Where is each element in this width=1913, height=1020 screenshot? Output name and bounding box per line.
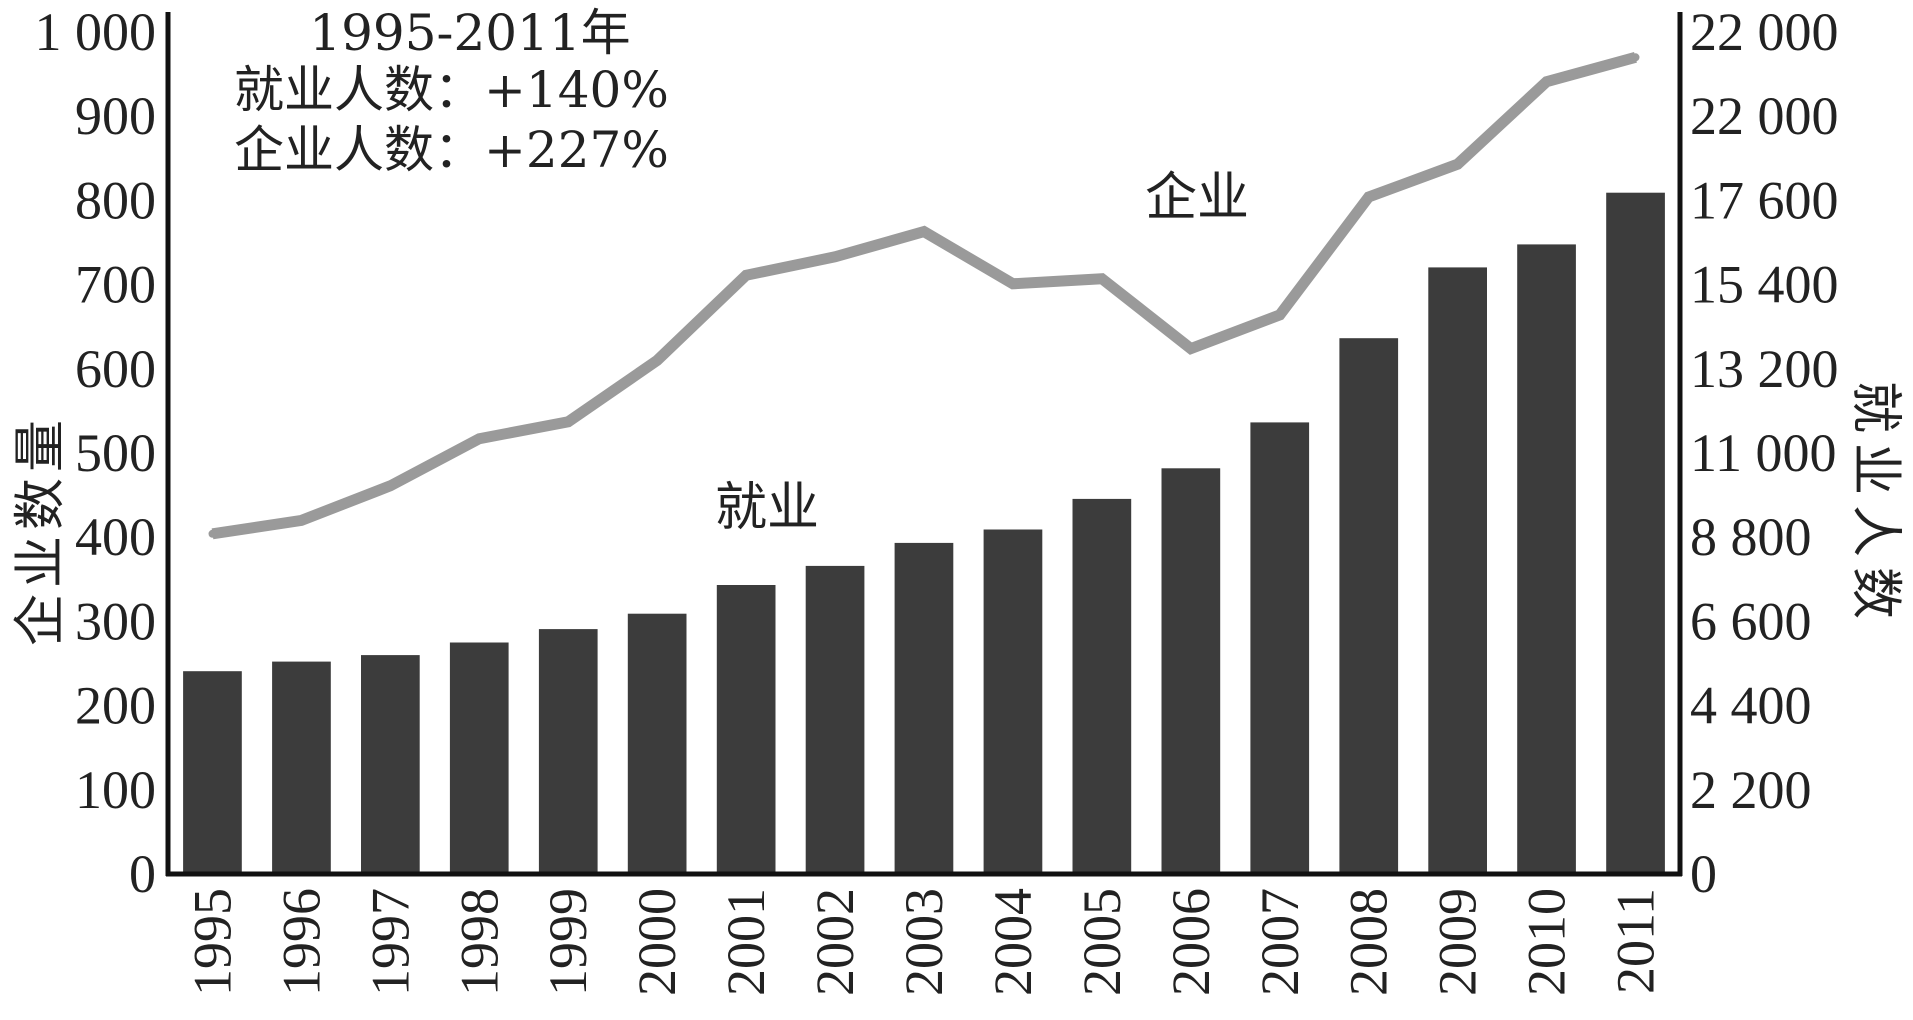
annotation-enterprise-growth: 企业人数：+227%: [234, 121, 669, 179]
left-tick-label: 400: [75, 507, 156, 567]
annotation-period: 1995-2011年: [309, 4, 630, 62]
enterprise-line-layer: [208, 51, 1640, 540]
employment-bar: [538, 629, 598, 874]
left-tick-label: 300: [75, 591, 156, 651]
employment-bars: [183, 192, 1665, 874]
employment-bar: [1428, 267, 1487, 874]
employment-bar: [1606, 192, 1665, 874]
enterprise-point: [1453, 160, 1462, 169]
x-tick-label: 2008: [1339, 888, 1399, 996]
employment-bar: [1250, 422, 1310, 874]
x-tick-label: 1997: [360, 888, 420, 996]
left-tick-label: 600: [75, 339, 156, 399]
enterprise-point: [920, 227, 928, 236]
right-tick-label: 11 000: [1690, 423, 1837, 483]
employment-bar: [1072, 498, 1132, 874]
x-tick-label: 2011: [1606, 888, 1666, 994]
x-tick-label: 2003: [894, 888, 954, 996]
right-tick-label: 6 600: [1690, 591, 1812, 651]
employment-bar: [449, 642, 509, 874]
enterprise-point: [831, 252, 840, 261]
left-axis-title: 企业数量: [11, 414, 71, 646]
enterprise-point: [1631, 53, 1640, 62]
x-tick-label: 2009: [1428, 888, 1488, 996]
right-tick-label: 2 200: [1690, 760, 1812, 820]
left-tick-label: 700: [75, 255, 156, 315]
enterprise-point: [1008, 279, 1017, 288]
enterprise-point: [1097, 274, 1106, 283]
right-tick-label: 0: [1690, 844, 1717, 904]
x-tick-label: 2007: [1250, 888, 1310, 996]
employment-bar: [1339, 338, 1399, 874]
x-tick-label: 2000: [627, 888, 687, 996]
right-tick-label: 4 400: [1690, 676, 1812, 736]
enterprise-point: [742, 271, 751, 280]
employment-bar: [1161, 468, 1221, 874]
x-tick-label: 2005: [1072, 888, 1132, 996]
enterprise-point: [208, 529, 217, 538]
enterprise-point: [564, 417, 573, 426]
employment-bar: [1517, 244, 1576, 874]
left-tick-label: 900: [75, 86, 156, 146]
enterprise-point: [386, 481, 395, 490]
right-tick-label: 22 000: [1690, 2, 1839, 62]
left-axis-ticks: 0 100 200 300 400 500 600 700 800 900 1 000: [35, 2, 157, 904]
left-tick-label: 200: [75, 676, 156, 736]
x-tick-label: 2004: [983, 888, 1043, 996]
employment-bar: [627, 613, 687, 874]
x-tick-label: 2010: [1517, 888, 1577, 996]
left-tick-label: 100: [75, 760, 156, 820]
right-tick-label: 17 600: [1690, 170, 1839, 230]
employment-bar: [183, 671, 242, 874]
x-tick-label: 1999: [538, 888, 598, 996]
employment-bar: [272, 661, 331, 874]
right-axis-title: 就业人数: [1845, 381, 1905, 629]
employment-bar: [805, 565, 865, 874]
enterprise-point: [1542, 77, 1551, 86]
enterprise-point: [297, 516, 306, 525]
enterprise-point: [653, 356, 662, 365]
x-tick-label: 2001: [716, 888, 776, 996]
enterprise-point: [1186, 344, 1195, 353]
line-series-label: 企业: [1145, 168, 1249, 228]
enterprise-point: [1364, 193, 1373, 201]
x-tick-label: 1998: [449, 888, 509, 996]
x-tick-label: 2006: [1161, 888, 1221, 996]
right-tick-label: 22 000: [1690, 86, 1839, 146]
left-tick-label: 1 000: [35, 2, 157, 62]
bar-series-label: 就业: [715, 478, 819, 538]
enterprise-point: [1275, 310, 1284, 319]
right-axis-ticks: 0 2 200 4 400 6 600 8 800 11 000 13 200 15 400 1…: [1690, 2, 1839, 904]
employment-bar: [983, 529, 1043, 874]
axes: [165, 12, 1683, 877]
left-tick-label: 800: [75, 170, 156, 230]
employment-bar: [361, 655, 420, 874]
x-tick-label: 2002: [805, 888, 865, 996]
right-tick-label: 15 400: [1690, 255, 1839, 315]
x-axis-ticks: 1995 1996 1997 1998 1999 2000 2001 2002 2003 2004…: [183, 888, 1666, 996]
left-tick-label: 0: [129, 844, 156, 904]
employment-bar: [716, 585, 776, 874]
x-tick-label: 1995: [183, 888, 243, 996]
right-tick-label: 13 200: [1690, 339, 1839, 399]
right-tick-label: 8 800: [1690, 507, 1812, 567]
enterprise-point: [475, 434, 484, 443]
x-tick-label: 1996: [271, 888, 331, 996]
left-tick-label: 500: [75, 423, 156, 483]
annotation-employment-growth: 就业人数：+140%: [234, 61, 669, 119]
employment-bar: [894, 542, 954, 874]
